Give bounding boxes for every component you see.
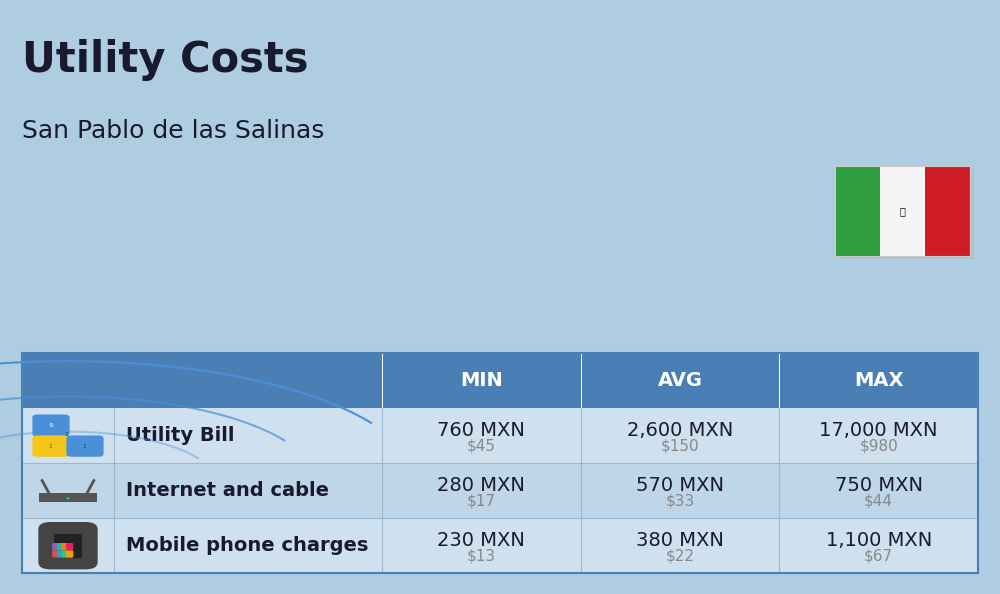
FancyBboxPatch shape <box>61 550 69 558</box>
Text: $980: $980 <box>859 438 898 453</box>
Text: Utility Bill: Utility Bill <box>126 426 234 445</box>
Text: 1,100 MXN: 1,100 MXN <box>826 530 932 549</box>
Text: MAX: MAX <box>854 371 903 390</box>
Bar <box>835 166 970 257</box>
Text: San Pablo de las Salinas: San Pablo de las Salinas <box>22 119 324 143</box>
Bar <box>835 166 880 257</box>
Bar <box>22 353 978 573</box>
Bar <box>22 408 978 463</box>
FancyBboxPatch shape <box>32 415 70 437</box>
FancyBboxPatch shape <box>38 522 98 570</box>
Text: $13: $13 <box>467 548 496 563</box>
Text: Mobile phone charges: Mobile phone charges <box>126 536 368 555</box>
FancyBboxPatch shape <box>66 543 73 551</box>
Text: 🦅: 🦅 <box>900 206 905 216</box>
Bar <box>22 463 978 518</box>
Text: Internet and cable: Internet and cable <box>126 481 329 500</box>
FancyBboxPatch shape <box>32 435 70 457</box>
Bar <box>22 353 978 408</box>
FancyBboxPatch shape <box>66 435 104 457</box>
Text: $17: $17 <box>467 493 496 508</box>
Text: 380 MXN: 380 MXN <box>636 530 724 549</box>
Text: MIN: MIN <box>460 371 503 390</box>
Text: 2,600 MXN: 2,600 MXN <box>627 421 733 440</box>
FancyBboxPatch shape <box>52 543 59 551</box>
Text: $45: $45 <box>467 438 496 453</box>
Text: $150: $150 <box>661 438 699 453</box>
Text: 570 MXN: 570 MXN <box>636 476 724 495</box>
Circle shape <box>66 497 70 500</box>
Text: $44: $44 <box>864 493 893 508</box>
FancyBboxPatch shape <box>57 543 64 551</box>
Text: 280 MXN: 280 MXN <box>437 476 525 495</box>
FancyBboxPatch shape <box>66 550 73 558</box>
Text: ⚙: ⚙ <box>49 423 53 428</box>
Text: AVG: AVG <box>657 371 702 390</box>
Text: Utility Costs: Utility Costs <box>22 39 308 81</box>
FancyBboxPatch shape <box>839 169 974 259</box>
Bar <box>54 534 82 558</box>
Text: 760 MXN: 760 MXN <box>437 421 525 440</box>
Bar <box>880 166 925 257</box>
Text: 230 MXN: 230 MXN <box>437 530 525 549</box>
Bar <box>925 166 970 257</box>
Text: 🔌: 🔌 <box>50 444 52 448</box>
Text: 🧑: 🧑 <box>66 433 67 437</box>
Bar <box>22 518 978 573</box>
Bar <box>39 493 97 502</box>
Text: 🚿: 🚿 <box>84 444 86 448</box>
Text: $67: $67 <box>864 548 893 563</box>
FancyBboxPatch shape <box>57 550 64 558</box>
Text: $22: $22 <box>665 548 694 563</box>
Text: 750 MXN: 750 MXN <box>835 476 923 495</box>
FancyBboxPatch shape <box>61 543 69 551</box>
FancyBboxPatch shape <box>52 550 59 558</box>
Text: $33: $33 <box>665 493 695 508</box>
Text: 17,000 MXN: 17,000 MXN <box>819 421 938 440</box>
